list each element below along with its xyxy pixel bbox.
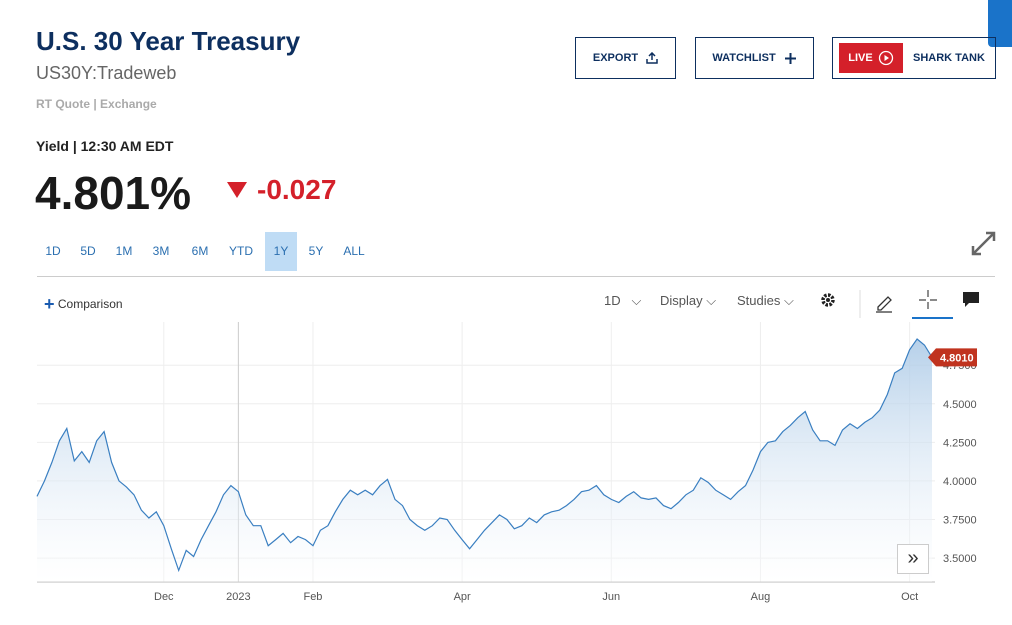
y-tick-label: 4.5000 [943,399,977,411]
title: U.S. 30 Year Treasury [36,26,301,56]
live-badge: LIVE [839,43,903,73]
comment-icon[interactable] [963,292,979,307]
scroll-button[interactable]: » [897,544,929,574]
range-tab[interactable]: 5Y [308,244,324,258]
interval-menu[interactable]: 1D ⌵ [604,293,642,308]
range-tab[interactable]: 1M [115,244,133,258]
settings-icon[interactable] [821,293,835,307]
quote-source: RT Quote | Exchange [36,97,157,111]
live-button[interactable]: LIVE SHARK TANK [832,37,996,79]
y-tick-label: 3.7500 [943,515,977,527]
range-tab[interactable]: 6M [191,244,209,258]
area [37,339,932,582]
range-tab[interactable]: 1Y [265,232,297,271]
x-tick-label: Apr [454,591,471,603]
display-menu[interactable]: Display ⌵ [660,293,717,308]
watchlist-label: WATCHLIST [712,52,776,64]
play-icon [878,50,893,66]
live-label: LIVE [848,52,873,64]
chart-tools [821,290,979,319]
expand-icon[interactable] [970,230,997,257]
y-tick-label: 3.5000 [943,553,977,565]
draw-icon[interactable] [876,296,892,313]
interval-label: 1D [604,293,621,308]
show-label: SHARK TANK [913,52,985,64]
export-button[interactable]: EXPORT [575,37,676,79]
divider [37,276,995,277]
range-tab[interactable]: 5D [80,244,96,258]
chart: 3.50003.75004.00004.25004.50004.7500Dec2… [36,322,977,603]
display-label: Display [660,293,703,308]
x-tick-label: 2023 [226,591,250,603]
watchlist-button[interactable]: WATCHLIST [695,37,814,79]
comparison-label: Comparison [57,297,123,311]
y-tick-label: 4.2500 [943,437,977,449]
range-tab[interactable]: 3M [152,244,170,258]
symbol: US30Y:Tradeweb [36,63,177,83]
range-tab[interactable]: 1D [45,244,61,258]
corner-button[interactable] [988,0,1012,47]
change: -0.027 [257,174,337,205]
studies-label: Studies [737,293,781,308]
down-arrow [227,182,247,198]
x-tick-label: Oct [901,591,918,603]
comparison-button[interactable]: + Comparison [44,294,123,314]
quote-label: Yield | 12:30 AM EDT [36,138,174,154]
x-tick-label: Feb [303,591,322,603]
studies-menu[interactable]: Studies ⌵ [737,293,794,308]
y-tick-label: 4.0000 [943,476,977,488]
range-tab[interactable]: ALL [343,244,365,258]
x-tick-label: Dec [154,591,174,603]
x-tick-label: Aug [751,591,771,603]
plus-icon [784,52,796,64]
x-tick-label: Jun [602,591,620,603]
export-icon [646,52,658,64]
line [36,338,933,573]
last-price-tag [928,348,977,367]
crosshair-icon[interactable] [919,290,937,309]
price: 4.801% [35,167,192,219]
range-tab[interactable]: YTD [229,244,253,258]
export-label: EXPORT [592,52,639,64]
last-price-label: 4.8010 [940,352,974,364]
